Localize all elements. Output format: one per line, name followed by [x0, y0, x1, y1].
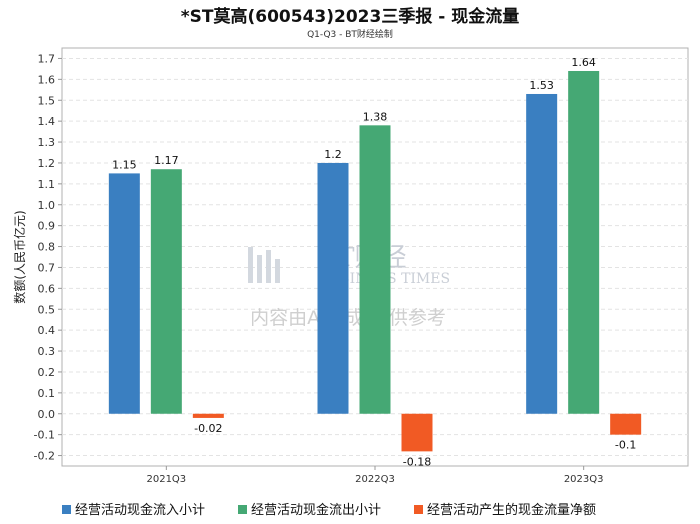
legend-swatch	[238, 505, 247, 514]
y-tick-label: 1.1	[38, 178, 56, 191]
x-tick-label: 2021Q3	[146, 474, 186, 485]
bar	[192, 413, 224, 418]
data-label: 1.15	[112, 158, 137, 171]
y-tick-label: 0.5	[38, 303, 56, 316]
y-axis: -0.2 -0.1 0.0 0.1 0.2 0.3 0.4 0.5 0.6 0.7 0.8 0.9 1.…	[34, 52, 62, 463]
data-label: 1.38	[363, 110, 388, 123]
x-tick-label: 2023Q3	[564, 474, 604, 485]
data-label: -0.02	[194, 422, 222, 435]
y-tick-label: 0.7	[38, 261, 56, 274]
y-tick-label: 1.7	[38, 52, 56, 65]
bar	[317, 162, 349, 414]
data-label: 1.64	[571, 56, 596, 69]
bar	[359, 125, 391, 414]
bars	[108, 70, 642, 452]
y-tick-label: 1.4	[38, 115, 56, 128]
y-tick-label: 1.0	[38, 199, 56, 212]
data-labels: 1.15 1.17 -0.02 1.2 1.38 -0.18 1.53 1.64 -0.1	[112, 56, 636, 468]
legend-swatch	[62, 505, 71, 514]
x-axis: 2021Q3 2022Q3 2023Q3	[146, 466, 604, 485]
bar	[610, 413, 642, 435]
y-tick-label: 1.2	[38, 157, 56, 170]
y-tick-label: 0.1	[38, 387, 56, 400]
y-tick-label: -0.2	[34, 450, 55, 463]
y-tick-label: -0.1	[34, 429, 55, 442]
y-tick-label: 1.6	[38, 73, 56, 86]
legend-swatch	[414, 505, 423, 514]
y-tick-label: 0.2	[38, 366, 56, 379]
data-label: -0.18	[403, 455, 431, 468]
y-axis-label: 数额(人民币亿元)	[12, 210, 27, 303]
bar	[526, 93, 558, 414]
legend-entry: 经营活动产生的现金流量净额	[427, 502, 596, 518]
y-tick-label: 0.9	[38, 220, 56, 233]
y-tick-label: 0.3	[38, 345, 56, 358]
data-label: -0.1	[615, 439, 636, 452]
x-tick-label: 2022Q3	[355, 474, 395, 485]
y-tick-label: 0.4	[38, 324, 56, 337]
data-label: 1.2	[324, 148, 342, 161]
legend-entry: 经营活动现金流出小计	[251, 502, 381, 518]
bar	[150, 169, 182, 414]
bar	[401, 413, 433, 452]
legend-entry: 经营活动现金流入小计	[75, 502, 205, 518]
y-tick-label: 0.6	[38, 282, 56, 295]
data-label: 1.53	[529, 79, 554, 92]
bar	[568, 70, 600, 414]
y-tick-label: 1.5	[38, 94, 56, 107]
data-label: 1.17	[154, 154, 179, 167]
y-tick-label: 1.3	[38, 136, 56, 149]
y-tick-label: 0.0	[38, 408, 56, 421]
y-tick-label: 0.8	[38, 241, 56, 254]
chart-subtitle: Q1-Q3 - BT财经绘制	[307, 28, 393, 40]
bar	[108, 173, 140, 414]
chart-title: *ST莫高(600543)2023三季报 - 现金流量	[181, 6, 519, 27]
legend: 经营活动现金流入小计 经营活动现金流出小计 经营活动产生的现金流量净额	[62, 502, 596, 518]
watermark-logo-icon	[248, 247, 280, 283]
